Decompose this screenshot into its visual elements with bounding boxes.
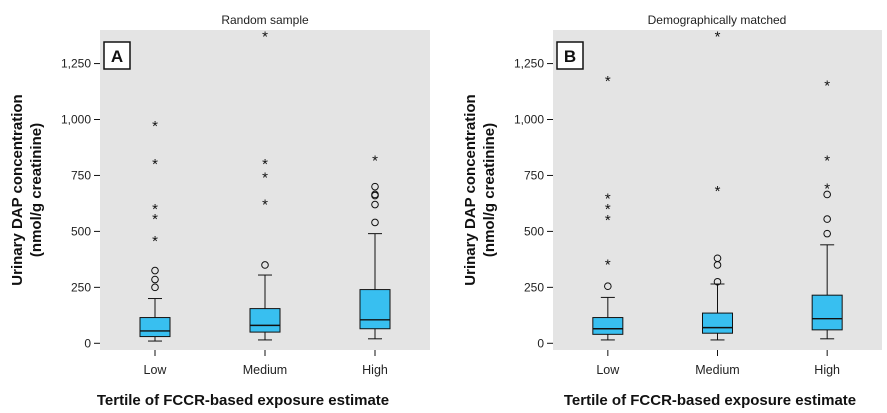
box-medium: **** [249, 28, 281, 341]
panel-b-title: Demographically matched [648, 13, 787, 27]
y-axis-title-a-line1: Urinary DAP concentration [9, 94, 26, 285]
outlier-extreme: * [824, 181, 830, 198]
outlier-extreme: * [605, 201, 611, 218]
x-tick-label: Low [144, 363, 168, 377]
outlier-extreme: * [372, 153, 378, 170]
outlier-mild [823, 190, 831, 199]
x-tick-label: High [362, 363, 388, 377]
outlier-mild [371, 190, 379, 199]
box-high: * * * [811, 78, 843, 340]
box-iqr [592, 317, 624, 335]
outlier-mild [261, 261, 269, 269]
y-tick-label: 0 [84, 336, 91, 350]
x-tick-label: Medium [243, 363, 287, 377]
y-tick-label: 750 [71, 168, 91, 182]
y-tick-label: 1,250 [61, 57, 91, 71]
outlier-mild [151, 266, 159, 275]
x-axis-a: Low Medium High [144, 350, 388, 377]
panel-b-letter: B [564, 47, 576, 66]
outlier-extreme: * [152, 211, 158, 228]
outlier-extreme: * [152, 118, 158, 135]
box-iqr [702, 312, 733, 334]
panel-a: Random sample A 0 250 500 750 1,000 1,250 Low… [9, 13, 430, 409]
x-axis-title-a: Tertile of FCCR-based exposure estimate [97, 392, 389, 409]
box-iqr [249, 308, 281, 333]
panel-a-letter: A [111, 47, 123, 66]
box-high: * [359, 153, 391, 340]
y-axis-title-a-line2: (nmol/g creatinine) [28, 123, 45, 257]
box-medium: ** [702, 28, 733, 341]
y-axis-b: 0 250 500 750 1,000 1,250 [514, 57, 553, 350]
y-tick-label: 750 [524, 168, 544, 182]
outlier-extreme: * [824, 78, 830, 95]
outlier-extreme: * [262, 196, 268, 213]
outlier-extreme: * [715, 183, 721, 200]
y-tick-label: 1,000 [61, 113, 91, 127]
y-axis-title-b-line1: Urinary DAP concentration [462, 94, 479, 285]
x-tick-label: Low [596, 363, 620, 377]
outlier-mild [371, 218, 379, 227]
y-tick-label: 250 [524, 280, 544, 294]
outlier-mild [823, 215, 831, 223]
outlier-extreme: * [605, 191, 611, 208]
y-tick-label: 1,000 [514, 113, 544, 127]
panel-b: Demographically matched B 0 250 500 750 1,00… [462, 13, 882, 409]
boxes-a: ********** [139, 28, 391, 342]
boxes-b: ********** [592, 28, 843, 341]
box-low: ***** [139, 118, 171, 342]
outlier-mild [371, 200, 379, 209]
outlier-mild [713, 277, 722, 286]
y-axis-title-b-line2: (nmol/g creatinine) [481, 123, 498, 257]
outlier-extreme: * [605, 257, 611, 274]
outlier-mild [151, 275, 159, 284]
outlier-extreme: * [152, 201, 158, 218]
box-iqr [139, 317, 171, 338]
box-iqr [811, 294, 843, 331]
outlier-extreme: * [605, 73, 611, 90]
outlier-extreme: * [605, 212, 611, 229]
outlier-mild [713, 254, 722, 263]
outlier-extreme: * [152, 156, 158, 173]
outlier-extreme: * [715, 28, 721, 45]
outlier-mild [151, 283, 159, 292]
outlier-extreme: * [262, 169, 268, 186]
outlier-mild [823, 229, 831, 238]
x-axis-title-b: Tertile of FCCR-based exposure estimate [564, 392, 856, 409]
outlier-extreme: * [152, 233, 158, 250]
outlier-mild [604, 282, 612, 291]
x-tick-label: Medium [695, 363, 739, 377]
outlier-mild [371, 182, 379, 191]
y-tick-label: 500 [71, 224, 91, 238]
panel-a-letter-box [103, 41, 131, 70]
y-tick-label: 500 [524, 224, 544, 238]
box-low: ***** [592, 73, 624, 341]
y-tick-label: 250 [71, 280, 91, 294]
y-axis-a: 0 250 500 750 1,000 1,250 [61, 57, 100, 350]
outlier-extreme: * [262, 156, 268, 173]
x-axis-b: Low Medium High [596, 350, 840, 377]
y-tick-label: 0 [537, 336, 544, 350]
panel-a-title: Random sample [221, 13, 309, 27]
box-iqr [359, 289, 391, 330]
x-tick-label: High [814, 363, 840, 377]
y-tick-label: 1,250 [514, 57, 544, 71]
panel-b-letter-box [556, 41, 584, 70]
outlier-extreme: * [824, 153, 830, 170]
outlier-extreme: * [262, 28, 268, 45]
